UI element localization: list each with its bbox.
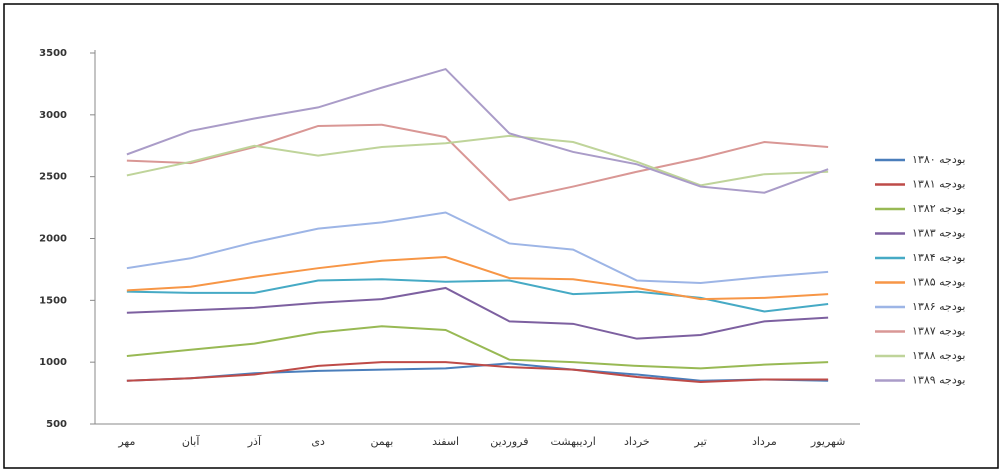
- x-tick-label: مرداد: [752, 435, 777, 448]
- x-tick-label: آذر: [247, 434, 262, 448]
- chart-border: [3, 3, 999, 469]
- series-line: [126, 256, 829, 301]
- y-tick-label: 2000: [39, 234, 67, 245]
- y-tick-label: 1000: [39, 357, 67, 368]
- legend-label: بودجه ۱۳۸۹: [912, 374, 965, 387]
- legend-label: بودجه ۱۳۸۱: [912, 178, 965, 191]
- x-tick-label: خرداد: [624, 435, 650, 448]
- legend-label: بودجه ۱۳۸۷: [912, 325, 965, 338]
- legend-label: بودجه ۱۳۸۴: [912, 251, 965, 264]
- x-tick-label: اسفند: [432, 435, 459, 448]
- series-line: [126, 211, 829, 285]
- x-tick-label: اردیبهشت: [550, 435, 595, 448]
- x-tick-label: فروردین: [490, 435, 528, 448]
- legend-label: بودجه ۱۳۸۸: [912, 349, 965, 362]
- x-tick-label: بهمن: [370, 435, 393, 448]
- x-tick-label: دی: [311, 435, 325, 448]
- x-tick-label: آبان: [182, 434, 200, 448]
- series-line: [126, 362, 829, 382]
- y-tick-label: 3500: [39, 48, 67, 59]
- x-tick-label: مهر: [117, 435, 135, 448]
- legend-label: بودجه ۱۳۸۰: [912, 153, 965, 166]
- legend-label: بودجه ۱۳۸۵: [912, 276, 965, 289]
- legend-label: بودجه ۱۳۸۶: [912, 300, 965, 313]
- x-tick-label: شهریور: [810, 435, 845, 448]
- y-tick-label: 1500: [39, 295, 67, 306]
- series-line: [126, 278, 829, 313]
- series-line: [126, 123, 829, 202]
- series-line: [126, 134, 829, 187]
- series-line: [126, 286, 829, 340]
- series-line: [126, 361, 829, 383]
- x-tick-label: تیر: [693, 435, 706, 448]
- series-line: [126, 67, 829, 194]
- y-tick-label: 3000: [39, 110, 67, 121]
- y-tick-label: 500: [46, 419, 67, 430]
- series-line: [126, 325, 829, 370]
- legend-label: بودجه ۱۳۸۳: [912, 227, 965, 240]
- y-tick-label: 2500: [39, 172, 67, 183]
- legend-label: بودجه ۱۳۸۲: [912, 202, 965, 215]
